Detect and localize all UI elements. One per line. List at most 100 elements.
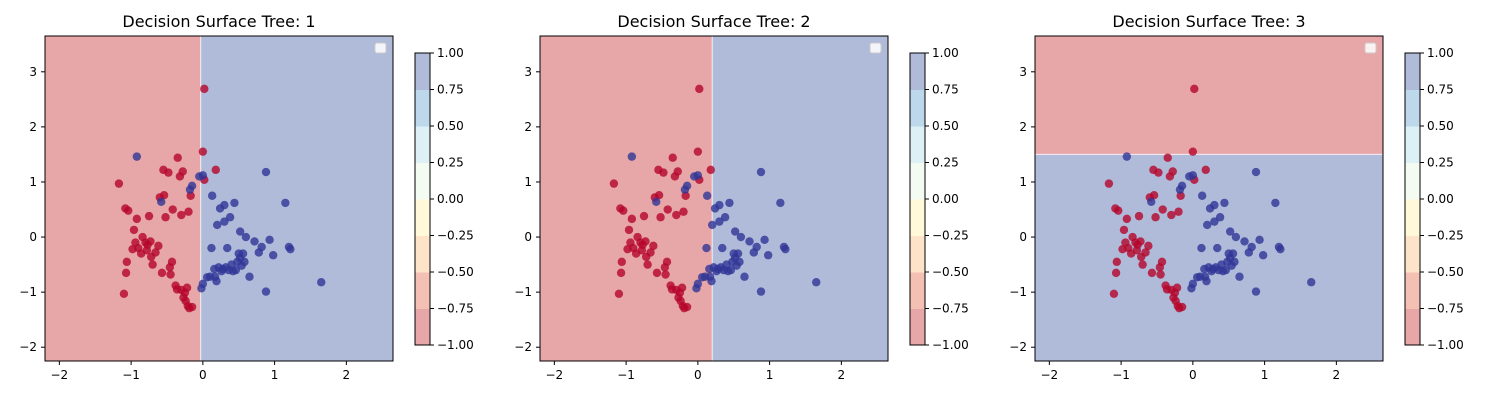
colorbar-tick-label: 1.00: [932, 46, 959, 60]
data-point-class-pos: [1188, 171, 1198, 180]
data-point-class-neg: [1111, 268, 1121, 278]
data-point-class-neg: [614, 289, 624, 298]
data-point-class-neg: [1188, 147, 1198, 156]
data-point-class-neg: [187, 302, 197, 312]
chart-title: Decision Surface Tree: 3: [1112, 12, 1305, 31]
chart-title: Decision Surface Tree: 1: [122, 12, 315, 31]
colorbar-tick-label: −0.75: [437, 302, 474, 316]
data-point-class-pos: [702, 191, 712, 200]
data-point-class-neg: [679, 207, 688, 216]
data-point-class-neg: [154, 241, 163, 251]
data-point-class-pos: [1251, 167, 1261, 177]
data-point-class-neg: [114, 179, 124, 188]
colorbar-band: [1405, 126, 1420, 163]
data-point-class-pos: [1220, 198, 1229, 208]
data-point-class-pos: [1251, 287, 1261, 296]
data-point-class-pos: [317, 278, 326, 287]
data-point-class-pos: [1276, 244, 1285, 254]
colorbar-band: [1405, 53, 1420, 90]
colorbar-band: [910, 53, 925, 90]
data-point-class-pos: [245, 272, 254, 281]
data-point-class-pos: [740, 272, 749, 281]
data-point-class-neg: [1172, 283, 1182, 292]
colorbar-band: [910, 272, 925, 309]
colorbar: 1.00 0.75 0.50 0.25 0.00 −0.25 −0.50 −0.75 −1.00: [414, 46, 474, 352]
colorbar: 1.00 0.75 0.50 0.25 0.00 −0.25 −0.50 −0.75 −1.00: [1404, 46, 1464, 352]
data-point-class-neg: [1177, 302, 1187, 312]
data-point-class-pos: [1258, 251, 1268, 260]
data-point-class-pos: [702, 243, 711, 253]
data-point-class-neg: [146, 237, 155, 246]
x-tick-label: 2: [1333, 368, 1341, 382]
colorbar-band: [415, 53, 430, 90]
data-point-class-neg: [184, 207, 193, 216]
x-tick-label: 2: [343, 368, 351, 382]
data-point-class-pos: [1255, 235, 1264, 245]
data-point-class-pos: [207, 243, 216, 253]
decision-region-negative: [45, 36, 201, 361]
colorbar-tick-label: 0.25: [1427, 156, 1454, 170]
data-point-class-pos: [627, 152, 637, 161]
data-point-class-pos: [693, 279, 703, 289]
colorbar-tick-label: −0.50: [437, 265, 474, 279]
colorbar-band: [910, 235, 925, 273]
data-point-class-pos: [240, 257, 249, 267]
data-point-class-neg: [151, 248, 160, 257]
y-tick-label: 3: [29, 65, 37, 79]
data-point-class-pos: [708, 220, 717, 230]
data-point-class-pos: [1197, 191, 1207, 200]
decision-region-positive: [1035, 154, 1383, 361]
data-point-class-pos: [198, 171, 208, 180]
y-tick-label: −2: [514, 340, 532, 354]
y-tick-label: −2: [1009, 340, 1027, 354]
x-tick-label: −2: [50, 368, 68, 382]
legend-box: [869, 42, 882, 54]
colorbar-band: [910, 199, 925, 236]
colorbar-band: [1405, 89, 1420, 127]
data-point-class-neg: [672, 210, 681, 220]
data-point-class-pos: [720, 213, 730, 222]
x-tick-label: 1: [766, 368, 774, 382]
data-point-class-pos: [1188, 279, 1198, 289]
data-point-class-pos: [1235, 272, 1244, 281]
data-point-class-pos: [235, 227, 245, 236]
data-point-class-neg: [609, 179, 619, 188]
data-point-class-neg: [668, 153, 677, 162]
y-tick-label: 2: [29, 120, 37, 134]
data-point-class-neg: [649, 241, 658, 251]
data-point-class-pos: [1197, 243, 1206, 253]
data-point-class-neg: [619, 206, 628, 215]
y-tick-label: 0: [29, 230, 37, 244]
data-point-class-neg: [641, 237, 650, 246]
data-point-class-pos: [682, 181, 692, 191]
data-point-class-pos: [187, 181, 197, 191]
colorbar-tick-label: 0.50: [1427, 119, 1454, 133]
data-point-class-neg: [1156, 270, 1165, 279]
data-point-class-neg: [677, 283, 687, 292]
y-tick-label: 3: [524, 65, 532, 79]
data-point-class-pos: [1228, 249, 1238, 258]
colorbar-band: [415, 235, 430, 273]
data-point-class-pos: [812, 278, 821, 287]
data-point-class-neg: [182, 283, 192, 292]
colorbar-tick-label: −0.25: [932, 229, 969, 243]
colorbar-tick-label: 0.25: [437, 156, 464, 170]
colorbar-tick-label: 0.00: [932, 192, 959, 206]
data-point-class-neg: [1147, 268, 1157, 278]
colorbar-tick-label: −0.25: [1427, 229, 1464, 243]
colorbar-band: [415, 162, 430, 200]
decision-region-positive: [200, 36, 393, 361]
data-point-class-neg: [122, 257, 131, 267]
data-point-class-neg: [693, 147, 703, 156]
data-point-class-pos: [652, 197, 661, 207]
data-point-class-pos: [241, 232, 251, 242]
data-point-class-neg: [706, 165, 715, 175]
data-point-class-neg: [1201, 165, 1210, 175]
data-point-class-pos: [756, 167, 766, 177]
data-point-class-neg: [1149, 190, 1159, 200]
chart-panel-1: −2 −1 0 1 2 −2 −1 0 1 2 3 Decision Surface Tree: 1 1…: [19, 12, 473, 382]
colorbar-tick-label: −0.50: [932, 265, 969, 279]
data-point-class-pos: [1221, 265, 1231, 275]
data-point-class-neg: [1122, 214, 1132, 224]
